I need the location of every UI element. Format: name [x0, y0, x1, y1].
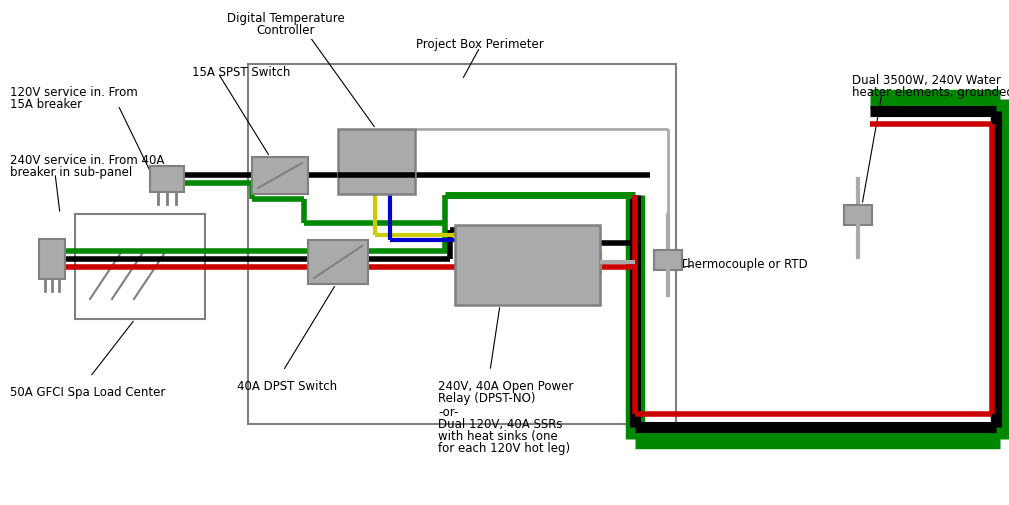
- Bar: [252, 158, 308, 194]
- Bar: [455, 226, 600, 306]
- Text: -or-: -or-: [438, 405, 458, 418]
- Text: heater elements, grounded: heater elements, grounded: [852, 86, 1009, 99]
- Bar: [75, 215, 205, 319]
- Bar: [654, 250, 682, 271]
- Text: 40A DPST Switch: 40A DPST Switch: [237, 379, 337, 392]
- Bar: [338, 130, 415, 194]
- Text: 15A SPST Switch: 15A SPST Switch: [192, 66, 291, 79]
- Text: 50A GFCI Spa Load Center: 50A GFCI Spa Load Center: [10, 385, 165, 398]
- Text: 15A breaker: 15A breaker: [10, 98, 82, 111]
- Text: Thermocouple or RTD: Thermocouple or RTD: [680, 258, 808, 271]
- Text: 240V service in. From 40A: 240V service in. From 40A: [10, 154, 164, 167]
- Text: 240V, 40A Open Power: 240V, 40A Open Power: [438, 379, 573, 392]
- Text: with heat sinks (one: with heat sinks (one: [438, 429, 558, 442]
- Bar: [39, 239, 65, 279]
- Text: 120V service in. From: 120V service in. From: [10, 86, 138, 99]
- Text: Dual 120V, 40A SSRs: Dual 120V, 40A SSRs: [438, 417, 562, 430]
- Bar: [308, 240, 368, 284]
- Bar: [248, 65, 676, 424]
- Text: Digital Temperature: Digital Temperature: [227, 12, 345, 25]
- Text: Controller: Controller: [256, 24, 315, 37]
- Text: Relay (DPST-NO): Relay (DPST-NO): [438, 391, 536, 404]
- Text: Dual 3500W, 240V Water: Dual 3500W, 240V Water: [852, 74, 1001, 87]
- Bar: [844, 206, 872, 226]
- Text: breaker in sub-panel: breaker in sub-panel: [10, 166, 132, 179]
- Text: for each 120V hot leg): for each 120V hot leg): [438, 441, 570, 454]
- Text: Project Box Perimeter: Project Box Perimeter: [416, 38, 544, 51]
- Bar: [150, 167, 184, 192]
